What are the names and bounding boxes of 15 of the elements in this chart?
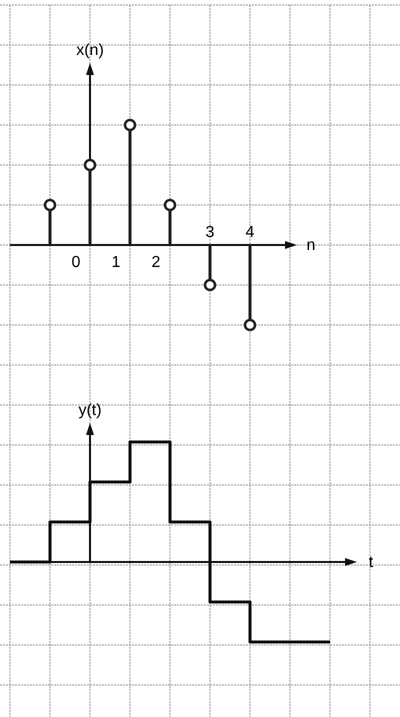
point	[204, 278, 216, 292]
point	[164, 198, 176, 212]
point	[44, 198, 56, 212]
y-axis-title: y(t)	[78, 402, 102, 419]
point	[124, 118, 136, 132]
point	[244, 318, 256, 332]
x-axis-title: n	[306, 237, 316, 254]
y-axis-title: x(n)	[76, 42, 104, 59]
x-tick-label: 3	[206, 224, 215, 241]
x-tick-label: 4	[246, 224, 255, 241]
point	[84, 158, 96, 172]
x-axis-title: t	[368, 554, 374, 571]
x-tick-label: 0	[72, 254, 81, 271]
x-tick-label: 1	[112, 254, 121, 271]
x-tick-label: 2	[152, 254, 161, 271]
